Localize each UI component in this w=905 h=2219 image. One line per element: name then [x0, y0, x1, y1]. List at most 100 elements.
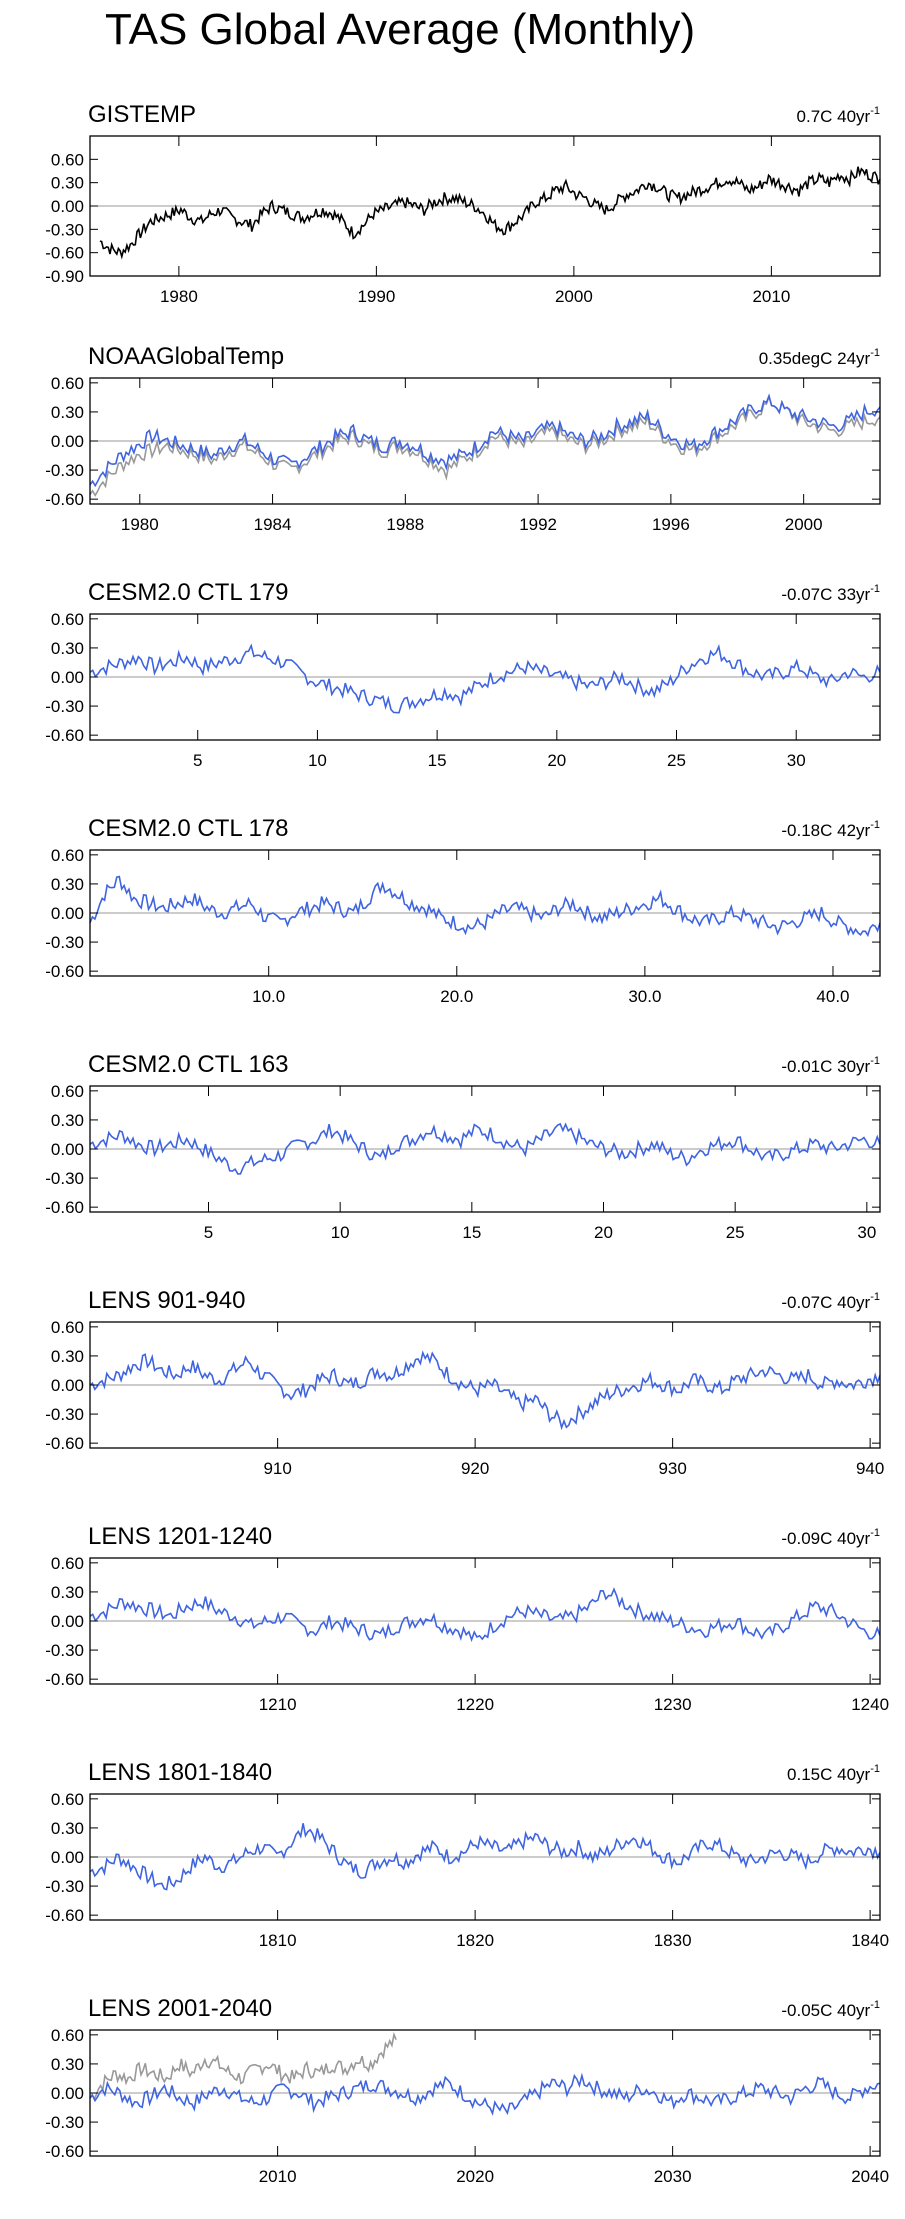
y-tick-label: 0.60 [51, 1082, 84, 1101]
x-tick-label: 1830 [654, 1931, 692, 1950]
y-tick-label: -0.60 [45, 1670, 84, 1689]
panel-7: LENS 1201-1240 -0.09C 40yr-1 0.60 0.30 0.00 -… [45, 1523, 889, 1714]
y-tick-label: 0.00 [51, 1140, 84, 1159]
x-tick-label: 40.0 [816, 987, 849, 1006]
y-tick-label: -0.60 [45, 244, 84, 263]
y-tick-label: -0.60 [45, 2142, 84, 2161]
trend-value: -0.05C 40yr [781, 2001, 870, 2020]
y-tick-label: 0.30 [51, 174, 84, 193]
y-tick-label: 0.00 [51, 197, 84, 216]
panel-2: NOAAGlobalTemp 0.35degC 24yr-1 0.60 0.30 0.0… [45, 343, 881, 534]
panel-3: CESM2.0 CTL 179 -0.07C 33yr-1 0.60 0.30 0.00… [45, 579, 881, 770]
x-tick-label: 2040 [851, 2167, 889, 2186]
y-tick-label: 0.00 [51, 1612, 84, 1631]
x-tick-label: 1992 [519, 515, 557, 534]
y-tick-label: 0.30 [51, 875, 84, 894]
y-tick-label: 0.30 [51, 2055, 84, 2074]
y-tick-label: 0.30 [51, 1347, 84, 1366]
panel-title: GISTEMP [88, 101, 196, 128]
series-line-1 [89, 1122, 881, 1175]
x-tick-label: 1980 [160, 287, 198, 306]
y-tick-label: -0.30 [45, 2113, 84, 2132]
x-tick-label: 15 [462, 1223, 481, 1242]
trend-label: 0.7C 40yr-1 [797, 105, 880, 126]
panel-6: LENS 901-940 -0.07C 40yr-1 0.60 0.30 0.00 -0.… [45, 1287, 884, 1478]
x-tick-label: 10.0 [252, 987, 285, 1006]
y-tick-label: -0.30 [45, 1405, 84, 1424]
y-tick-label: 0.30 [51, 1819, 84, 1838]
trend-superscript: -1 [870, 1763, 880, 1775]
trend-label: 0.15C 40yr-1 [787, 1763, 880, 1784]
figure-title: TAS Global Average (Monthly) [105, 5, 695, 54]
trend-label: -0.07C 33yr-1 [781, 583, 880, 604]
x-tick-label: 5 [204, 1223, 213, 1242]
x-tick-label: 940 [856, 1459, 884, 1478]
trend-value: 0.7C 40yr [797, 107, 871, 126]
y-tick-label: 0.60 [51, 1554, 84, 1573]
y-tick-label: 0.60 [51, 846, 84, 865]
x-tick-label: 1220 [456, 1695, 494, 1714]
x-tick-label: 2010 [259, 2167, 297, 2186]
y-tick-label: 0.00 [51, 1848, 84, 1867]
x-tick-label: 10 [331, 1223, 350, 1242]
panel-1: GISTEMP 0.7C 40yr-1 0.60 0.30 0.00 -0.30 -0.60… [45, 101, 881, 306]
y-tick-label: 0.60 [51, 610, 84, 629]
y-tick-label: -0.30 [45, 220, 84, 239]
series-line-1 [89, 643, 881, 714]
panel-4: CESM2.0 CTL 178 -0.18C 42yr-1 0.60 0.30 0.00… [45, 815, 881, 1006]
x-tick-label: 5 [193, 751, 202, 770]
series-line-1 [89, 1823, 881, 1891]
panel-title: CESM2.0 CTL 178 [88, 815, 289, 842]
x-tick-label: 20 [594, 1223, 613, 1242]
x-tick-label: 30 [787, 751, 806, 770]
y-tick-label: 0.60 [51, 374, 84, 393]
x-tick-label: 920 [461, 1459, 489, 1478]
trend-label: -0.09C 40yr-1 [781, 1527, 880, 1548]
trend-superscript: -1 [870, 1291, 880, 1303]
panels: GISTEMP 0.7C 40yr-10.600.300.00-0.30-0.60… [45, 101, 889, 2186]
y-tick-label: -0.30 [45, 1169, 84, 1188]
trend-superscript: -1 [870, 583, 880, 595]
y-tick-label: 0.30 [51, 639, 84, 658]
trend-superscript: -1 [870, 1527, 880, 1539]
x-tick-label: 30 [857, 1223, 876, 1242]
series-line-1 [89, 393, 881, 498]
trend-label: -0.18C 42yr-1 [781, 819, 880, 840]
trend-label: -0.05C 40yr-1 [781, 1999, 880, 2020]
panel-title: NOAAGlobalTemp [88, 343, 284, 370]
x-tick-label: 20 [547, 751, 566, 770]
series-line-1 [89, 2031, 397, 2101]
y-tick-label: 0.60 [51, 2026, 84, 2045]
series-line-2 [89, 393, 881, 488]
panel-title: LENS 1201-1240 [88, 1523, 272, 1550]
trend-value: -0.09C 40yr [781, 1529, 870, 1548]
x-tick-label: 2030 [654, 2167, 692, 2186]
y-tick-label: -0.60 [45, 1434, 84, 1453]
series-line-1 [89, 1350, 881, 1431]
trend-value: -0.07C 33yr [781, 585, 870, 604]
panel-8: LENS 1801-1840 0.15C 40yr-1 0.60 0.30 0.00 -0… [45, 1759, 889, 1950]
y-tick-label: 0.60 [51, 1318, 84, 1337]
y-tick-label: 0.60 [51, 1790, 84, 1809]
x-tick-label: 15 [428, 751, 447, 770]
x-tick-label: 30.0 [628, 987, 661, 1006]
trend-superscript: -1 [870, 819, 880, 831]
y-tick-label: 0.60 [51, 150, 84, 169]
y-tick-label: -0.60 [45, 490, 84, 509]
panel-title: CESM2.0 CTL 163 [88, 1051, 289, 1078]
x-tick-label: 20.0 [440, 987, 473, 1006]
y-tick-label: -0.30 [45, 461, 84, 480]
trend-superscript: -1 [870, 1055, 880, 1067]
y-tick-label: 0.30 [51, 1111, 84, 1130]
y-tick-label: 0.00 [51, 1376, 84, 1395]
trend-value: -0.18C 42yr [781, 821, 870, 840]
y-tick-label: 0.00 [51, 904, 84, 923]
y-tick-label: -0.60 [45, 962, 84, 981]
panel-title: CESM2.0 CTL 179 [88, 579, 289, 606]
x-tick-label: 1210 [259, 1695, 297, 1714]
x-tick-label: 25 [726, 1223, 745, 1242]
trend-label: 0.35degC 24yr-1 [759, 347, 880, 368]
y-tick-label: 0.00 [51, 2084, 84, 2103]
panel-9: LENS 2001-2040 -0.05C 40yr-1 0.60 0.30 0.00 -… [45, 1995, 889, 2186]
